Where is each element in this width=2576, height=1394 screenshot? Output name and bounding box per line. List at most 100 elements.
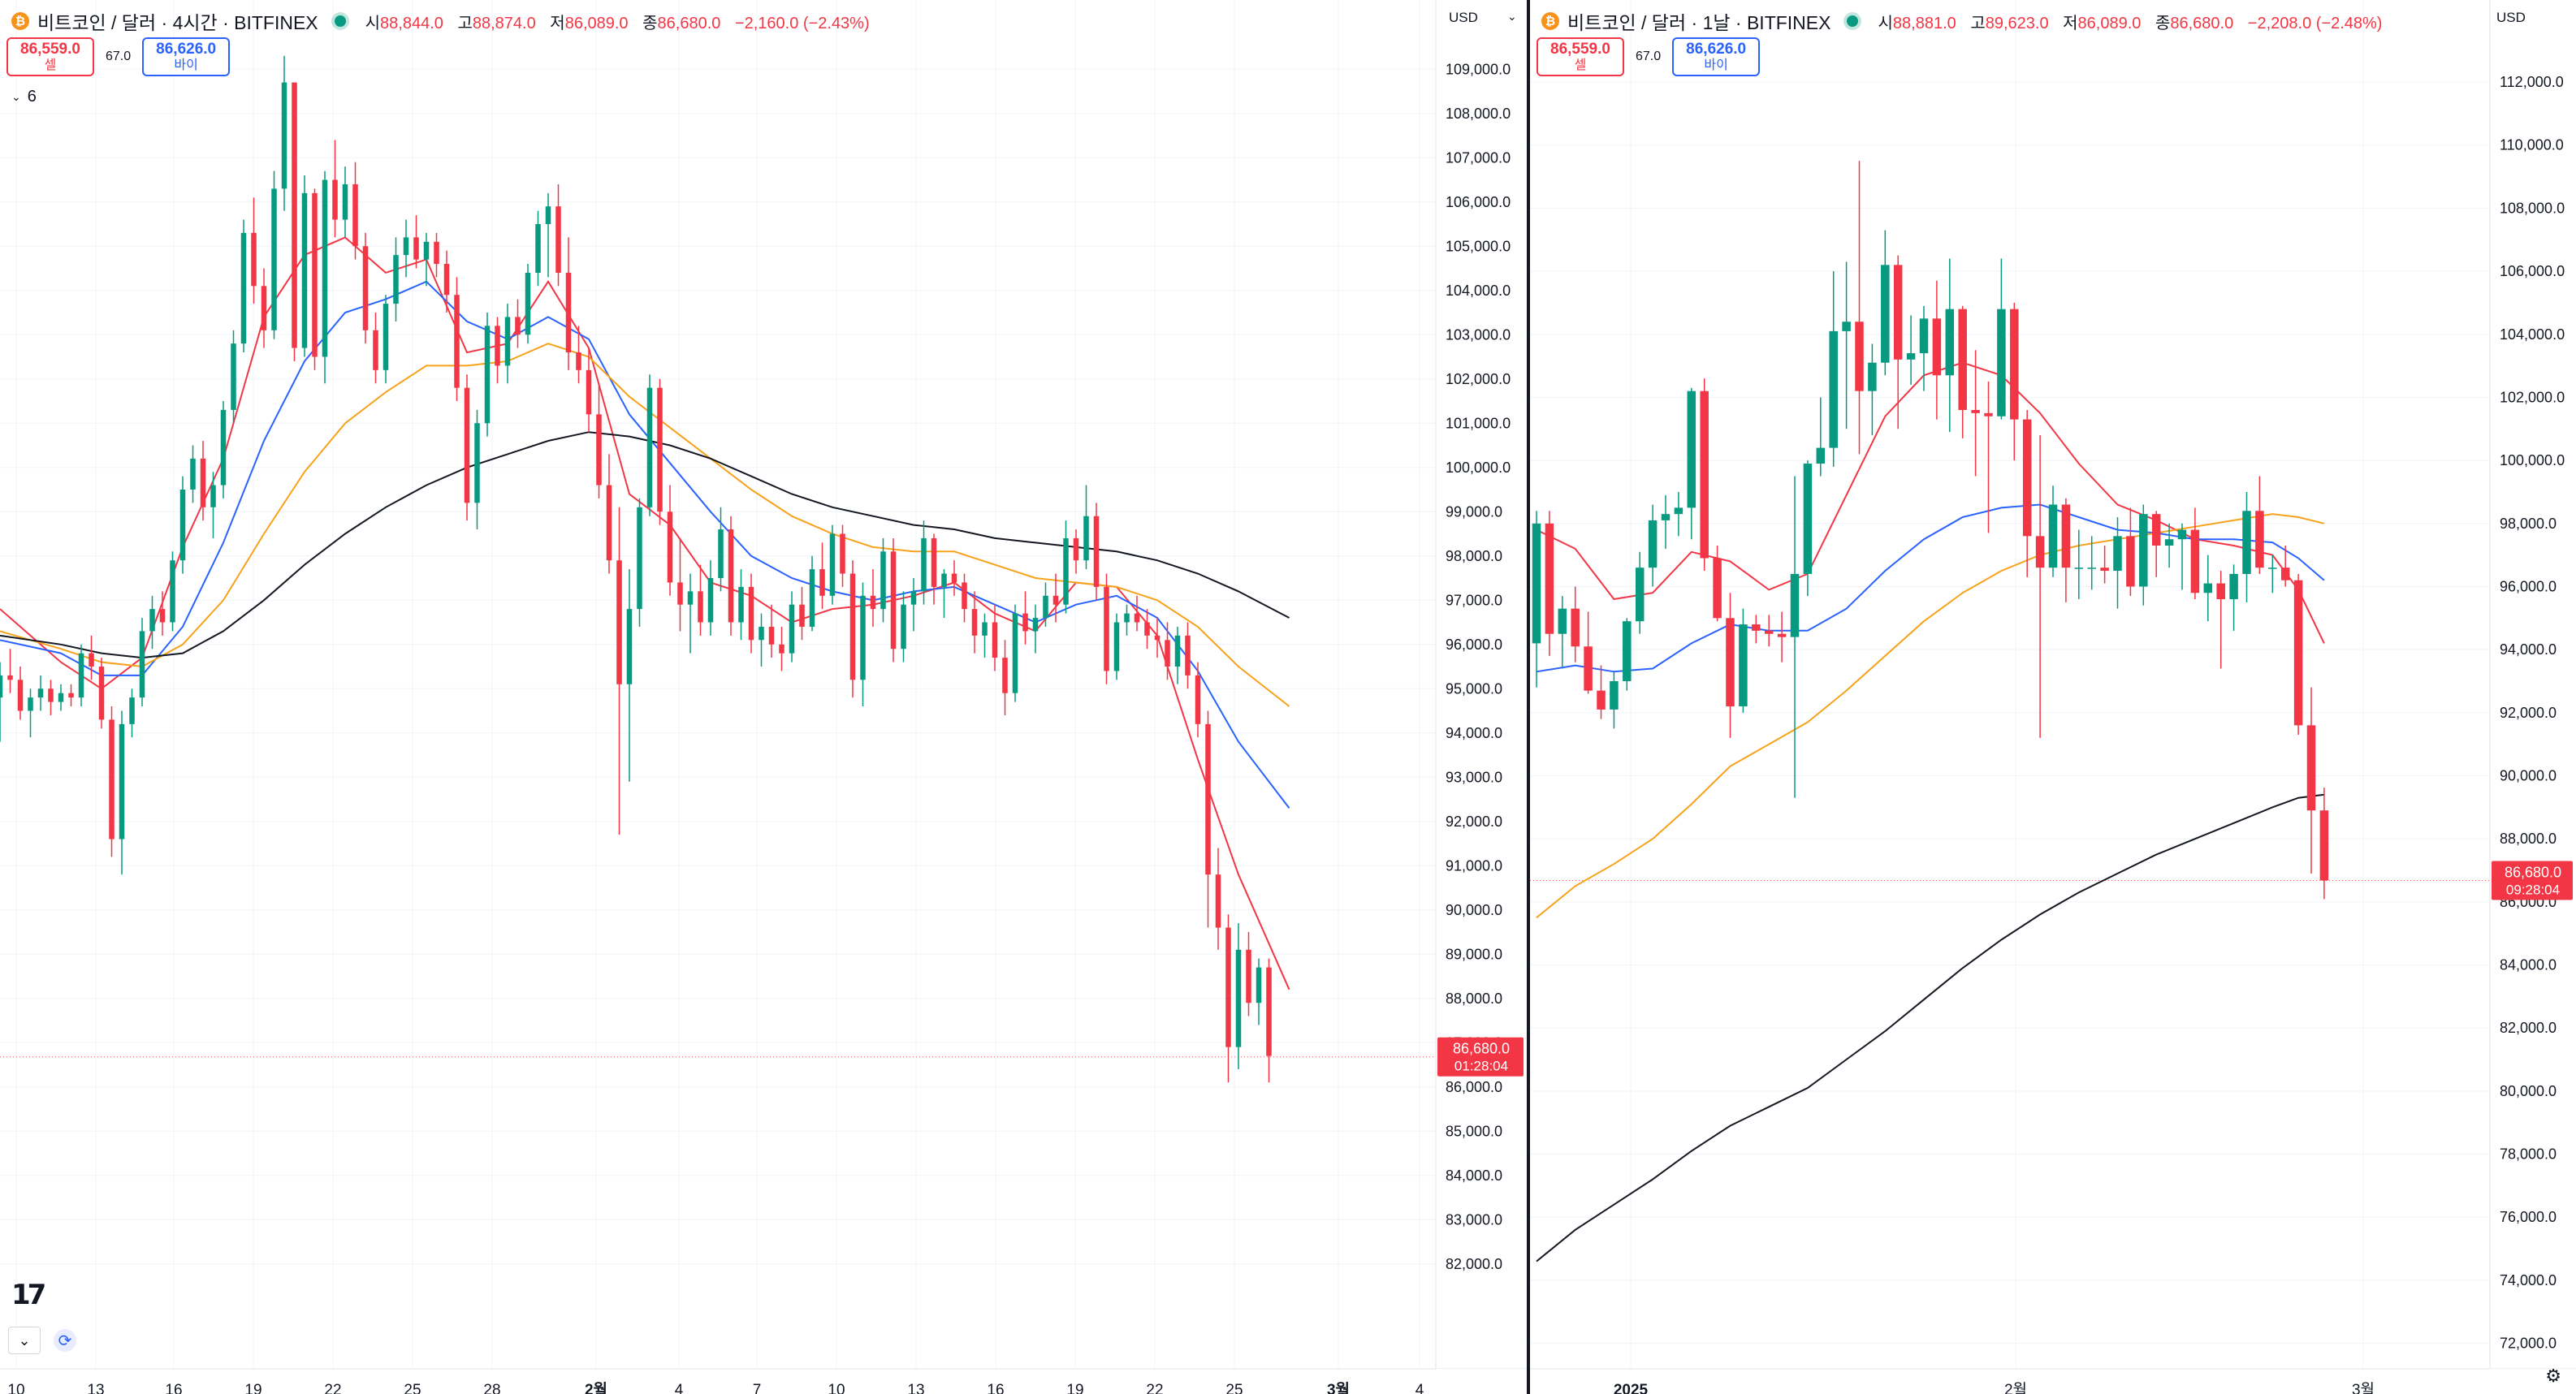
candle: [606, 454, 612, 574]
candle-body: [373, 330, 378, 370]
candle-body: [992, 622, 998, 658]
candle-body: [819, 569, 825, 596]
currency-label[interactable]: USD: [1449, 10, 1478, 25]
candle: [565, 237, 572, 370]
candle-body: [860, 595, 866, 680]
sell-button[interactable]: 86,559.0 셀: [1537, 37, 1624, 76]
candle: [2164, 523, 2174, 568]
buy-button[interactable]: 86,626.0 바이: [142, 37, 231, 76]
candle-body: [261, 286, 267, 330]
candle-body: [78, 653, 84, 698]
candle-body: [1919, 318, 1929, 354]
candle-body: [68, 693, 74, 698]
candle-body: [464, 387, 470, 503]
candle: [1700, 378, 1709, 572]
tradingview-logo[interactable]: 17: [11, 1279, 46, 1311]
x-tick-label: 2월: [585, 1381, 607, 1394]
currency-label[interactable]: USD: [2496, 10, 2526, 25]
candle: [119, 710, 125, 875]
candle-body: [1816, 447, 1826, 464]
candle: [1635, 551, 1645, 634]
candle: [2190, 507, 2200, 600]
y-tick-label: 108,000.0: [1446, 106, 1511, 122]
candle: [17, 667, 24, 720]
candle-body: [880, 551, 886, 610]
candle: [1185, 622, 1191, 689]
candle-body: [1235, 949, 1242, 1047]
candle: [515, 299, 521, 348]
candle: [231, 330, 236, 424]
gear-icon[interactable]: ⚙: [2545, 1366, 2561, 1386]
indicators-toggle[interactable]: ⌄ 6: [11, 88, 37, 106]
candle-body: [413, 237, 419, 260]
candle: [890, 537, 897, 662]
candle-body: [2280, 568, 2290, 580]
candle-body: [332, 179, 338, 220]
candle-body: [170, 560, 175, 623]
candle-body: [1113, 622, 1120, 671]
candlestick-chart-4h[interactable]: 109,000.0 108,000.0 107,000.0 106,000.0 105,…: [0, 0, 1527, 1394]
candle: [1842, 261, 1851, 429]
candle: [261, 268, 267, 348]
candle: [139, 618, 145, 707]
candle: [1597, 665, 1606, 719]
candle-body: [2022, 419, 2032, 537]
candle: [352, 162, 358, 260]
candle-body: [768, 626, 775, 645]
candle: [626, 569, 633, 782]
candle: [109, 706, 115, 857]
x-tick-label: 10: [7, 1382, 24, 1394]
candle: [870, 569, 876, 627]
candle: [2268, 555, 2277, 593]
x-tick-label: 3월: [2352, 1381, 2375, 1394]
axis-corner: [1436, 1369, 1527, 1394]
candle: [860, 582, 866, 707]
candle-body: [504, 317, 511, 366]
pane-divider[interactable]: [1527, 0, 1530, 1394]
y-tick-label: 90,000.0: [1446, 902, 1502, 918]
y-tick-label: 84,000.0: [1446, 1167, 1502, 1184]
buy-button[interactable]: 86,626.0 바이: [1672, 37, 1761, 76]
x-tick-label: 16: [987, 1382, 1004, 1394]
candle-body: [352, 183, 358, 247]
candle-body: [58, 693, 64, 702]
right-chart-pane[interactable]: 112,000.0 110,000.0 108,000.0 106,000.0 104,…: [1530, 0, 2576, 1394]
y-tick-label: 100,000.0: [1446, 460, 1511, 476]
candlestick-chart-1d[interactable]: 112,000.0 110,000.0 108,000.0 106,000.0 104,…: [1530, 0, 2576, 1394]
candle: [1032, 604, 1039, 654]
candle: [200, 441, 206, 521]
candle: [98, 658, 105, 729]
candle-body: [139, 631, 145, 698]
candle: [1584, 611, 1593, 694]
candle-body: [7, 675, 13, 680]
candle: [2280, 545, 2290, 587]
candle: [2139, 504, 2148, 606]
candle-body: [1803, 464, 1813, 574]
candle: [1256, 958, 1262, 1025]
x-tick-label: 7: [753, 1382, 762, 1394]
candle: [1739, 608, 1748, 713]
candle-body: [667, 511, 673, 583]
sell-button[interactable]: 86,559.0 셀: [6, 37, 94, 76]
candle: [89, 635, 94, 680]
candle-body: [2126, 536, 2135, 587]
left-chart-pane[interactable]: 109,000.0 108,000.0 107,000.0 106,000.0 105,…: [0, 0, 1527, 1394]
price-axis: [1436, 0, 1527, 1394]
candle: [1752, 615, 1761, 644]
candle-body: [515, 317, 521, 335]
grid: [0, 0, 1436, 1369]
chevron-down-icon[interactable]: ⌄: [1507, 10, 1517, 23]
candle: [2177, 523, 2187, 590]
candle: [941, 569, 947, 619]
countdown-label: 01:28:04: [1454, 1059, 1508, 1074]
candle: [1687, 387, 1696, 540]
y-tick-label: 78,000.0: [2500, 1146, 2557, 1163]
collapse-button[interactable]: ⌄: [8, 1327, 41, 1354]
candle-body: [1739, 624, 1748, 707]
candle: [1997, 258, 2006, 420]
symbol-title[interactable]: 비트코인 / 달러 · 4시간 · BITFINEX: [37, 12, 318, 33]
symbol-title[interactable]: 비트코인 / 달러 · 1날 · BITFINEX: [1567, 12, 1831, 33]
y-tick-label: 80,000.0: [2500, 1083, 2557, 1099]
sync-icon[interactable]: ⟳: [54, 1329, 76, 1352]
candle: [962, 573, 967, 623]
